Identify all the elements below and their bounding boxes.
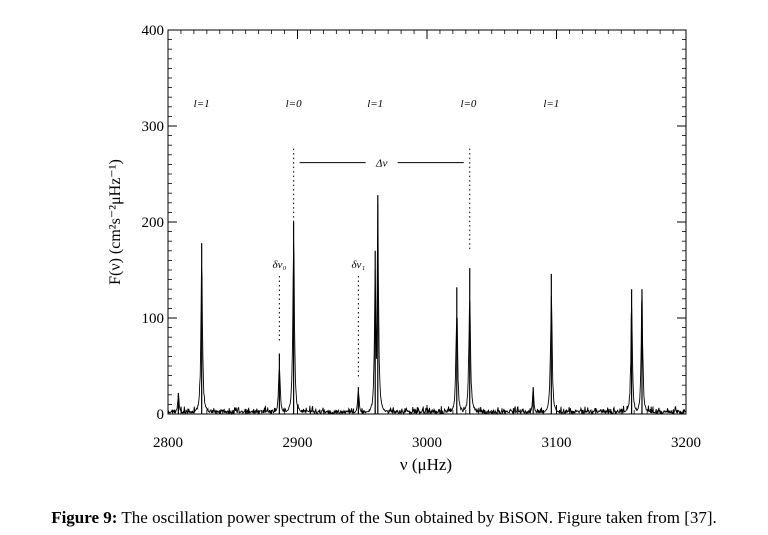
mode-degree-label: l=0	[286, 98, 302, 110]
figure-caption: Figure 9: The oscillation power spectrum…	[0, 508, 768, 528]
caption-text: The oscillation power spectrum of the Su…	[121, 508, 717, 527]
mode-degree-label: l=0	[460, 98, 476, 110]
x-tick-label: 3100	[542, 435, 572, 451]
spectrum-line	[167, 203, 687, 416]
y-axis-label: F(ν) (cm²s⁻²μHz⁻¹)	[107, 159, 124, 285]
x-tick-label: 3200	[671, 435, 701, 451]
caption-label: Figure 9:	[51, 508, 118, 527]
x-tick-label: 2800	[153, 435, 183, 451]
y-tick-label: 100	[142, 311, 165, 327]
x-tick-label: 3000	[412, 435, 442, 451]
y-tick-label: 200	[142, 215, 165, 231]
small-separation-label-0: δν₀	[272, 259, 286, 271]
mode-degree-label: l=1	[543, 98, 559, 110]
mode-degree-label: l=1	[367, 98, 383, 110]
y-tick-label: 0	[157, 407, 165, 423]
y-tick-label: 300	[142, 119, 165, 135]
mode-degree-label: l=1	[194, 98, 210, 110]
small-separation-label-1: δν₁	[351, 259, 365, 271]
y-tick-label: 400	[142, 23, 165, 39]
x-axis-label: ν (μHz)	[400, 455, 452, 474]
x-tick-label: 2900	[283, 435, 313, 451]
power-spectrum-chart: 2800 2900 3000 3100 3200 0 100 200 300 400 l=1 l=0…	[107, 23, 701, 474]
large-separation-label: Δν	[375, 158, 387, 170]
plot-frame	[167, 29, 687, 415]
